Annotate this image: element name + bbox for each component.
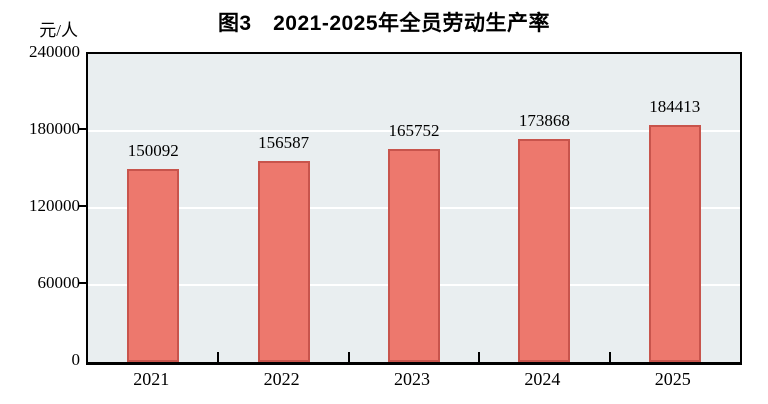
x-tick-mark-4 <box>608 352 611 362</box>
y-axis-unit-label: 元/人 <box>39 21 78 40</box>
bar-2021 <box>127 169 180 362</box>
x-axis-label-2022: 2022 <box>263 369 300 389</box>
y-tick-mark-60000 <box>79 282 86 284</box>
bar-value-label-2021: 150092 <box>127 141 179 161</box>
y-axis-label-120000: 120000 <box>29 196 80 215</box>
y-axis-label-60000: 60000 <box>37 273 81 292</box>
bar-2024 <box>518 138 571 362</box>
bar-value-label-2025: 184413 <box>649 97 701 117</box>
x-axis-label-2025: 2025 <box>654 369 691 389</box>
bar-2025 <box>648 125 701 362</box>
gridline-180000 <box>88 130 740 132</box>
chart-title: 图3 2021-2025年全员劳动生产率 <box>217 12 551 35</box>
bar-value-label-2024: 173868 <box>518 110 570 130</box>
x-axis-label-2021: 2021 <box>133 369 170 389</box>
x-axis-label-2023: 2023 <box>393 369 430 389</box>
bar-2022 <box>257 161 310 362</box>
bar-value-label-2023: 165752 <box>388 121 440 141</box>
y-tick-mark-120000 <box>79 205 86 207</box>
x-tick-mark-1 <box>217 352 220 362</box>
bar-value-label-2022: 156587 <box>258 133 310 153</box>
y-axis-label-240000: 240000 <box>29 42 80 61</box>
x-axis-label-2024: 2024 <box>524 369 561 389</box>
x-tick-mark-3 <box>478 352 481 362</box>
y-axis-label-0: 0 <box>71 350 81 369</box>
plot-area: 150092 156587 165752 173868 184413 <box>86 52 742 365</box>
x-tick-mark-2 <box>347 352 350 362</box>
y-tick-mark-180000 <box>79 128 86 130</box>
y-axis-label-180000: 180000 <box>29 119 80 138</box>
bar-2023 <box>388 149 440 362</box>
